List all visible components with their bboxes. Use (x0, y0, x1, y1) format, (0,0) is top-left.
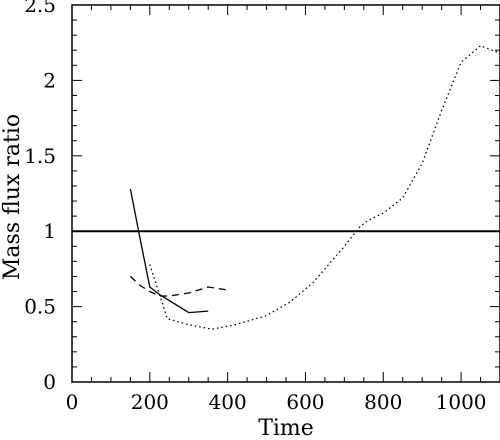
x-tick-label: 600 (286, 390, 324, 414)
x-tick-label: 400 (209, 390, 247, 414)
y-tick-label: 0 (43, 370, 56, 394)
series-dotted-line (149, 44, 500, 330)
plot-frame (71, 4, 500, 383)
y-tick-label: 1.5 (24, 144, 56, 168)
y-tick-label: 2.5 (24, 0, 56, 17)
y-tick-label: 1 (43, 219, 56, 243)
y-tick-label: 2 (43, 68, 56, 92)
x-tick-label: 800 (364, 390, 402, 414)
y-tick-label: 0.5 (24, 295, 56, 319)
x-tick-label: 1000 (436, 390, 487, 414)
x-tick-label: 200 (131, 390, 169, 414)
y-axis-title: Mass flux ratio (0, 114, 25, 280)
series-solid-line (129, 188, 209, 314)
series-dashed-line (129, 275, 228, 297)
x-axis-title: Time (258, 416, 314, 440)
x-tick-label: 0 (66, 390, 79, 414)
